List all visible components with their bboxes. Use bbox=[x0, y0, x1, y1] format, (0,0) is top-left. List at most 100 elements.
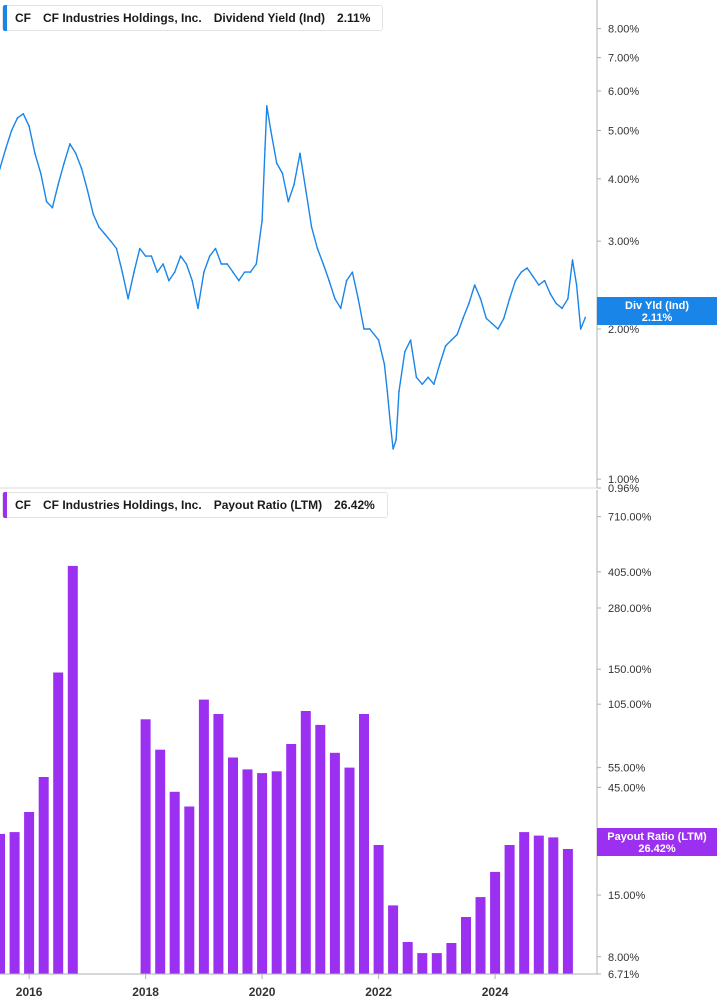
payout-bar bbox=[548, 837, 559, 974]
yield-point bbox=[214, 247, 217, 250]
yield-point bbox=[74, 152, 77, 155]
yield-point bbox=[456, 333, 459, 336]
yield-point bbox=[450, 339, 453, 341]
yield-point bbox=[238, 279, 240, 282]
yield-tag: Div Yld (Ind) 2.11% bbox=[597, 297, 717, 325]
yield-point bbox=[179, 255, 182, 257]
yield-point bbox=[69, 143, 71, 145]
yield-point bbox=[293, 183, 295, 186]
yield-point bbox=[63, 162, 65, 164]
yield-point bbox=[287, 200, 290, 203]
yield-point bbox=[339, 307, 342, 310]
payout-y-tick-label: 8.00% bbox=[608, 952, 639, 964]
payout-y-tick-label: 6.71% bbox=[608, 969, 639, 981]
payout-legend: CF CF Industries Holdings, Inc. Payout R… bbox=[2, 492, 388, 518]
yield-point bbox=[369, 328, 371, 330]
yield-tag-label: Div Yld (Ind) bbox=[625, 300, 689, 312]
yield-point bbox=[220, 263, 223, 265]
payout-y-tick-label: 15.00% bbox=[608, 890, 646, 902]
yield-point bbox=[208, 255, 211, 257]
yield-ticker: CF bbox=[15, 11, 31, 25]
payout-bar bbox=[359, 714, 369, 974]
x-tick-label: 2018 bbox=[132, 985, 159, 999]
yield-point bbox=[16, 117, 19, 119]
yield-plot bbox=[0, 105, 587, 450]
yield-point bbox=[156, 271, 159, 273]
payout-bar bbox=[504, 845, 515, 974]
yield-point bbox=[345, 279, 348, 282]
payout-bar bbox=[198, 699, 209, 974]
yield-point bbox=[34, 152, 36, 155]
payout-bar bbox=[38, 777, 49, 974]
yield-point bbox=[377, 339, 380, 341]
payout-plot bbox=[0, 565, 573, 974]
yield-point bbox=[363, 328, 365, 330]
yield-point bbox=[92, 213, 94, 215]
yield-point bbox=[532, 275, 534, 278]
payout-bar bbox=[329, 752, 340, 974]
yield-point bbox=[270, 129, 272, 132]
yield-point bbox=[584, 316, 587, 319]
payout-bar bbox=[519, 832, 530, 974]
yield-legend: CF CF Industries Holdings, Inc. Dividend… bbox=[2, 5, 384, 31]
payout-bar bbox=[461, 917, 471, 974]
yield-point bbox=[403, 351, 406, 353]
payout-bar bbox=[271, 771, 282, 974]
yield-point bbox=[468, 302, 470, 305]
yield-point bbox=[433, 383, 435, 386]
yield-point bbox=[249, 271, 252, 273]
yield-point bbox=[537, 284, 540, 286]
yield-point bbox=[485, 317, 488, 320]
payout-tag: Payout Ratio (LTM) 26.42% bbox=[597, 828, 717, 856]
yield-point bbox=[144, 255, 147, 257]
payout-y-tick-label: 710.00% bbox=[608, 512, 652, 524]
payout-bar bbox=[315, 724, 326, 974]
yield-point bbox=[579, 328, 582, 330]
yield-tag-value: 2.11% bbox=[641, 312, 673, 324]
yield-metric: Dividend Yield (Ind) bbox=[213, 11, 326, 25]
yield-company: CF Industries Holdings, Inc. bbox=[43, 11, 202, 25]
payout-y-tick-label: 280.00% bbox=[608, 603, 652, 615]
yield-point bbox=[389, 421, 392, 424]
yield-point bbox=[275, 162, 278, 164]
yield-point bbox=[497, 328, 499, 330]
yield-point bbox=[197, 307, 199, 310]
yield-point bbox=[421, 383, 424, 386]
yield-point bbox=[328, 279, 330, 282]
yield-point bbox=[28, 125, 30, 127]
payout-value: 26.42% bbox=[334, 498, 375, 512]
yield-point bbox=[121, 271, 124, 273]
yield-value: 2.11% bbox=[337, 11, 371, 25]
payout-y-tick-label: 405.00% bbox=[608, 567, 652, 579]
yield-y-tick-label: 0.96% bbox=[608, 483, 639, 495]
yield-y-tick-label: 5.00% bbox=[608, 125, 639, 137]
yield-point bbox=[571, 259, 574, 261]
payout-bar bbox=[344, 767, 355, 974]
yield-point bbox=[98, 226, 100, 228]
payout-bar bbox=[533, 835, 544, 974]
payout-y-tick-label: 55.00% bbox=[608, 763, 646, 775]
yield-point bbox=[508, 297, 511, 300]
bottom-axis: 710.00% 405.00% 280.00% 150.00% 105.00% 55.00… bbox=[596, 490, 652, 981]
yield-point bbox=[409, 339, 412, 341]
yield-point bbox=[520, 271, 523, 273]
yield-point bbox=[185, 263, 188, 265]
payout-bar bbox=[490, 871, 501, 974]
yield-point bbox=[444, 345, 447, 347]
yield-point bbox=[310, 226, 313, 228]
yield-point bbox=[395, 438, 397, 441]
payout-bar bbox=[24, 812, 35, 974]
yield-point bbox=[567, 297, 569, 300]
x-tick-label: 2016 bbox=[16, 985, 43, 999]
yield-point bbox=[115, 247, 118, 250]
yield-point bbox=[357, 297, 360, 300]
yield-y-tick-label: 4.00% bbox=[608, 174, 639, 186]
yield-series-line bbox=[0, 105, 587, 450]
yield-point bbox=[514, 279, 517, 282]
x-axis: 2016 2018 2020 2022 2024 bbox=[0, 973, 597, 999]
yield-point bbox=[386, 390, 389, 393]
payout-company: CF Industries Holdings, Inc. bbox=[43, 498, 202, 512]
yield-point bbox=[549, 293, 552, 295]
yield-point bbox=[127, 297, 129, 300]
payout-bar bbox=[388, 905, 399, 974]
